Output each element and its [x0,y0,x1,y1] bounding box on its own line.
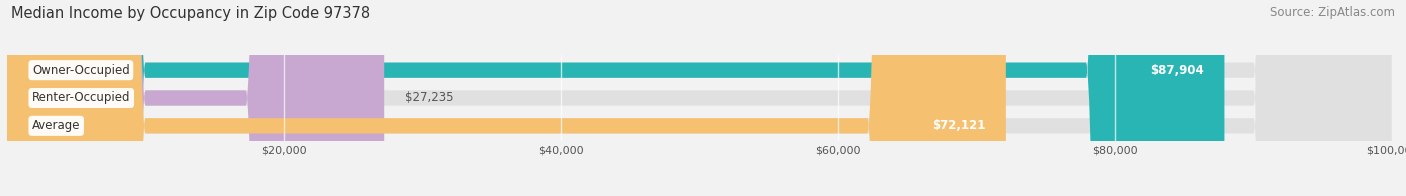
FancyBboxPatch shape [7,0,384,196]
Text: $72,121: $72,121 [932,119,986,132]
Text: $87,904: $87,904 [1150,64,1204,77]
FancyBboxPatch shape [7,0,1392,196]
Text: Median Income by Occupancy in Zip Code 97378: Median Income by Occupancy in Zip Code 9… [11,6,370,21]
Text: Source: ZipAtlas.com: Source: ZipAtlas.com [1270,6,1395,19]
Text: $27,235: $27,235 [405,92,454,104]
FancyBboxPatch shape [7,0,1392,196]
Text: Owner-Occupied: Owner-Occupied [32,64,129,77]
FancyBboxPatch shape [7,0,1005,196]
Text: Average: Average [32,119,80,132]
FancyBboxPatch shape [7,0,1392,196]
Text: Renter-Occupied: Renter-Occupied [32,92,131,104]
FancyBboxPatch shape [7,0,1225,196]
